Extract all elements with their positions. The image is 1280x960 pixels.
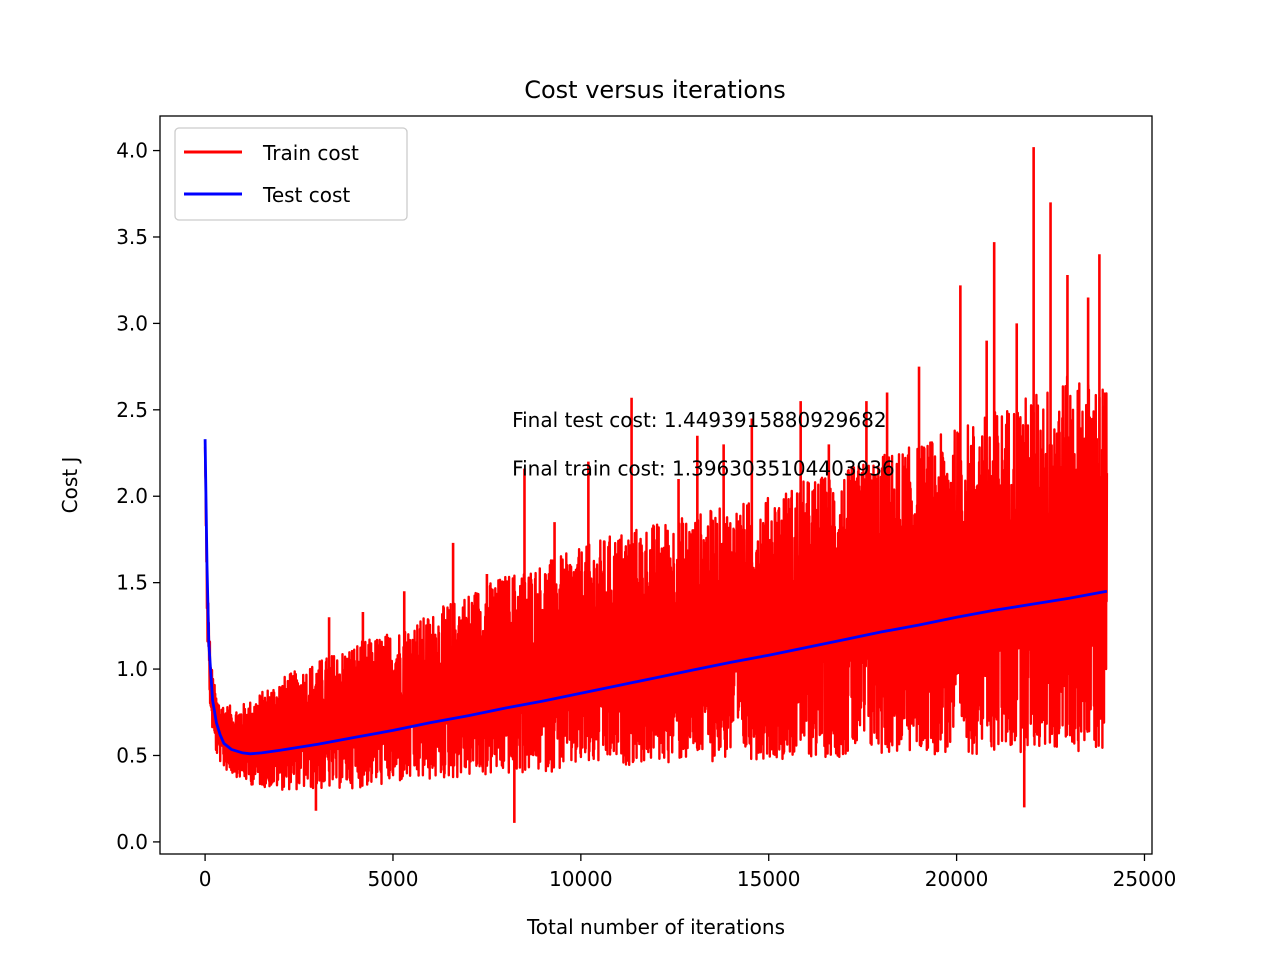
y-tick-label: 3.5 — [116, 225, 148, 249]
y-tick-label: 4.0 — [116, 139, 148, 163]
annotation-final-test-cost: Final test cost: 1.4493915880929682 — [512, 408, 886, 432]
chart-title: Cost versus iterations — [524, 76, 786, 104]
x-axis-label: Total number of iterations — [526, 915, 785, 939]
x-tick-label: 10000 — [549, 867, 613, 891]
legend: Train cost Test cost — [174, 127, 408, 221]
x-axis: 0 5000 10000 15000 20000 25000 — [199, 854, 1177, 891]
y-tick-label: 0.5 — [116, 743, 148, 767]
annotation-layer: Final test cost: 1.4493915880929682 Final… — [512, 408, 895, 480]
x-tick-label: 0 — [199, 867, 212, 891]
train-cost-line — [203, 375, 1109, 791]
y-axis-label: Cost J — [58, 457, 82, 514]
plot-frame — [159, 115, 1153, 855]
y-axis: 0.0 0.5 1.0 1.5 2.0 2.5 3.0 3.5 4.0 — [116, 139, 160, 854]
x-tick-label: 20000 — [925, 867, 989, 891]
x-tick-label: 25000 — [1113, 867, 1177, 891]
legend-label-train: Train cost — [262, 141, 359, 165]
y-tick-label: 0.0 — [116, 830, 148, 854]
y-tick-label: 2.5 — [116, 398, 148, 422]
legend-label-test: Test cost — [262, 183, 350, 207]
annotation-final-train-cost: Final train cost: 1.3963035104403936 — [512, 456, 895, 480]
x-tick-label: 15000 — [737, 867, 801, 891]
plot-area — [203, 147, 1109, 823]
x-tick-label: 5000 — [368, 867, 419, 891]
y-tick-label: 2.0 — [116, 484, 148, 508]
y-tick-label: 1.5 — [116, 571, 148, 595]
test-cost-line — [203, 439, 1108, 756]
y-tick-label: 1.0 — [116, 657, 148, 681]
series-layer — [203, 147, 1109, 823]
y-tick-label: 3.0 — [116, 311, 148, 335]
